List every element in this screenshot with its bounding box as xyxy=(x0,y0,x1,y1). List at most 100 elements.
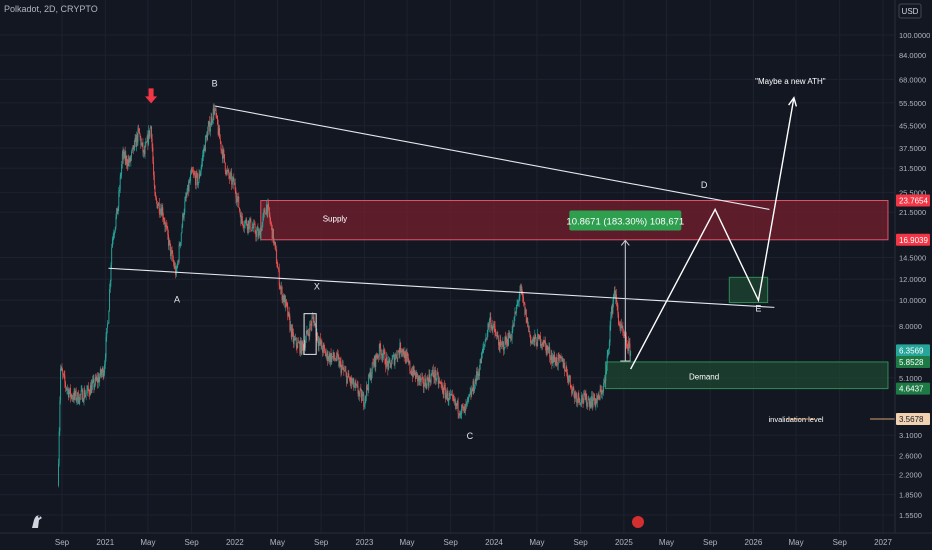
candle-body xyxy=(102,368,103,373)
candle-body xyxy=(439,381,441,383)
candle-body xyxy=(490,317,492,329)
candle-body xyxy=(185,196,186,202)
candle-body xyxy=(270,221,272,224)
candle-body xyxy=(579,398,580,403)
candle-body xyxy=(472,381,474,391)
candle-body xyxy=(480,359,482,364)
candle-body xyxy=(584,392,585,395)
price-tick: 68.0000 xyxy=(899,75,926,84)
candle-body xyxy=(598,394,600,397)
candle-body xyxy=(554,360,556,365)
candle-body xyxy=(97,377,98,383)
candle-body xyxy=(66,389,68,390)
candle-body xyxy=(243,226,245,228)
candle-body xyxy=(284,295,286,308)
candle-body xyxy=(601,390,603,395)
candle-body xyxy=(199,173,201,177)
candle-body xyxy=(238,196,240,208)
candle-body xyxy=(502,342,504,344)
candle-body xyxy=(218,127,220,135)
candle-body xyxy=(268,203,270,208)
candle-body xyxy=(276,263,278,268)
candle-body xyxy=(70,387,71,397)
time-tick: May xyxy=(529,538,544,547)
candle-body xyxy=(295,337,297,346)
candle-body xyxy=(620,323,622,329)
projection-path xyxy=(630,97,795,370)
candle-body xyxy=(279,285,281,288)
candle-body xyxy=(98,377,100,382)
candle-body xyxy=(115,216,117,228)
candle-body xyxy=(522,296,524,303)
candle-body xyxy=(132,145,134,149)
candle-body xyxy=(608,341,610,349)
candle-body xyxy=(566,372,568,380)
candle-body xyxy=(577,393,579,400)
candle-body xyxy=(406,353,408,356)
candle-body xyxy=(319,338,321,342)
candle-body xyxy=(119,176,121,190)
candle-body xyxy=(513,316,515,327)
candle-body xyxy=(261,228,262,231)
time-tick: Sep xyxy=(833,538,848,547)
candle-body xyxy=(177,261,179,262)
candle-body xyxy=(116,208,118,217)
candle-body xyxy=(210,116,212,126)
candle-body xyxy=(275,244,277,250)
candle-body xyxy=(62,371,64,374)
time-tick: Sep xyxy=(703,538,718,547)
time-tick: 2024 xyxy=(485,538,503,547)
candle-body xyxy=(562,358,564,368)
candle-body xyxy=(219,138,221,142)
candle-body xyxy=(368,374,370,378)
candle-body xyxy=(487,323,489,333)
candle-body xyxy=(541,342,543,346)
candle-body xyxy=(415,372,417,379)
price-tick: 55.5000 xyxy=(899,99,926,108)
candle-body xyxy=(552,356,553,364)
candle-body xyxy=(614,290,616,299)
candle-body xyxy=(111,238,113,248)
candle-body xyxy=(448,393,450,401)
candle-body xyxy=(542,342,544,345)
candle-body xyxy=(471,389,473,391)
candle-body xyxy=(425,386,427,389)
candle-body xyxy=(282,295,284,301)
candle-body xyxy=(190,174,191,182)
candle-body xyxy=(211,116,213,123)
candle-body xyxy=(156,201,158,209)
candle-body xyxy=(197,174,199,186)
candle-body xyxy=(587,399,589,404)
candle-body xyxy=(477,373,479,376)
candle-body xyxy=(175,266,177,276)
time-tick: Sep xyxy=(573,538,588,547)
candle-body xyxy=(447,400,449,402)
candle-body xyxy=(187,184,189,191)
time-axis[interactable]: Sep 2021 May Sep 2022 May Sep 2023 May Sep 2024 May… xyxy=(0,516,932,547)
candle-body xyxy=(290,324,292,338)
candle-body xyxy=(227,170,229,172)
candle-body xyxy=(576,399,578,403)
candle-body xyxy=(419,376,421,381)
candle-body xyxy=(548,347,550,350)
candlestick-series xyxy=(58,103,632,488)
measure-arrow xyxy=(620,239,630,246)
time-tick: Sep xyxy=(184,538,199,547)
candle-body xyxy=(148,130,150,145)
demand-zone xyxy=(604,361,889,390)
candle-body xyxy=(173,259,174,263)
candle-body xyxy=(410,371,412,373)
candle-body xyxy=(330,353,332,363)
wave-label-x: X xyxy=(314,281,320,291)
time-tick: May xyxy=(140,538,155,547)
candle-body xyxy=(300,340,301,354)
candle-body xyxy=(221,149,223,151)
candle-body xyxy=(288,311,290,317)
candle-body xyxy=(203,146,205,154)
price-label-supply-top-bg xyxy=(896,194,930,207)
candle-body xyxy=(208,121,210,126)
candle-body xyxy=(356,384,358,386)
price-axis[interactable]: USD 100.0000 84.0000 68.0000 55.5000 45.5000 3… xyxy=(894,0,932,550)
candle-body xyxy=(360,388,362,390)
